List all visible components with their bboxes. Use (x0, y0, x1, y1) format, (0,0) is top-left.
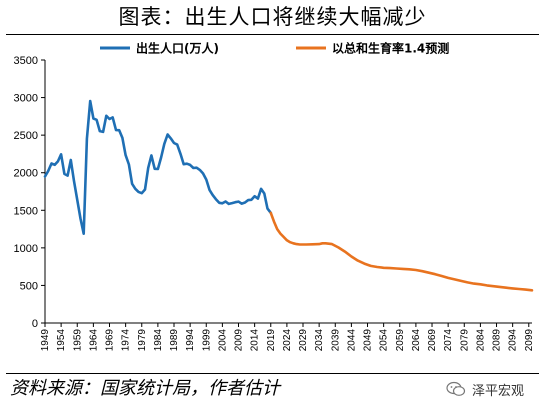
x-tick-label: 2064 (411, 329, 422, 352)
chart-canvas: 0 500 1000 1500 2000 2500 3000 3500 1949 1954 1959… (14, 41, 535, 352)
x-tick-label: 1994 (185, 329, 196, 352)
x-tick-label: 2094 (508, 329, 519, 352)
x-tick-label: 1989 (169, 329, 180, 352)
x-tick-label: 2039 (330, 329, 341, 352)
x-tick-label: 1969 (105, 329, 116, 352)
source-note: 资料来源：国家统计局，作者估计 (10, 378, 280, 399)
x-tick-label: 2074 (443, 329, 454, 352)
y-tick-label: 2000 (14, 168, 38, 180)
brand-mark: 泽平宏观 (446, 378, 524, 400)
y-tick-label: 3500 (14, 55, 38, 67)
x-tick-label: 2014 (250, 329, 261, 352)
x-tick-label: 2019 (266, 329, 277, 352)
x-tick-label: 1964 (88, 329, 99, 352)
y-tick-label: 3000 (14, 93, 38, 105)
legend-label-1: 出生人口(万人) (136, 41, 219, 56)
x-tick-label: 2079 (459, 329, 470, 352)
wechat-icon (446, 381, 466, 396)
y-tick-label: 2500 (14, 130, 38, 142)
x-tick-label: 2049 (363, 329, 374, 352)
x-tick-label: 2009 (234, 329, 245, 352)
x-tick-label: 1999 (201, 329, 212, 352)
x-tick-label: 2059 (395, 329, 406, 352)
x-tick-label: 1959 (72, 329, 83, 352)
legend-label-2: 以总和生育率1.4预测 (332, 41, 449, 56)
x-tick-label: 2034 (314, 329, 325, 352)
y-tick-label: 0 (32, 318, 38, 330)
x-tick-label: 2054 (379, 329, 390, 352)
x-tick-label: 2029 (298, 329, 309, 352)
birth-population-chart: 0 500 1000 1500 2000 2500 3000 3500 1949 1954 1959… (14, 41, 535, 352)
series-line-2 (269, 211, 534, 292)
x-tick-label: 1974 (121, 329, 132, 352)
chart-title: 图表：出生人口将继续大幅减少 (118, 5, 427, 29)
x-tick-label: 1954 (56, 329, 67, 352)
title-divider (6, 34, 539, 35)
x-tick-label: 2004 (217, 329, 228, 352)
brand-label: 泽平宏观 (472, 383, 525, 399)
source-divider (6, 373, 539, 374)
y-tick-label: 500 (20, 280, 38, 292)
x-tick-label: 2024 (282, 329, 293, 352)
x-tick-label: 2084 (475, 329, 486, 352)
x-tick-label: 2069 (427, 329, 438, 352)
y-tick-label: 1000 (14, 243, 38, 255)
x-tick-label: 1949 (40, 329, 51, 352)
series-line-1 (43, 99, 273, 235)
x-tick-label: 2099 (524, 329, 535, 352)
x-tick-label: 2089 (492, 329, 503, 352)
x-tick-label: 1979 (137, 329, 148, 352)
y-tick-label: 1500 (14, 205, 38, 217)
x-tick-label: 2044 (346, 329, 357, 352)
x-tick-label: 1984 (153, 329, 164, 352)
